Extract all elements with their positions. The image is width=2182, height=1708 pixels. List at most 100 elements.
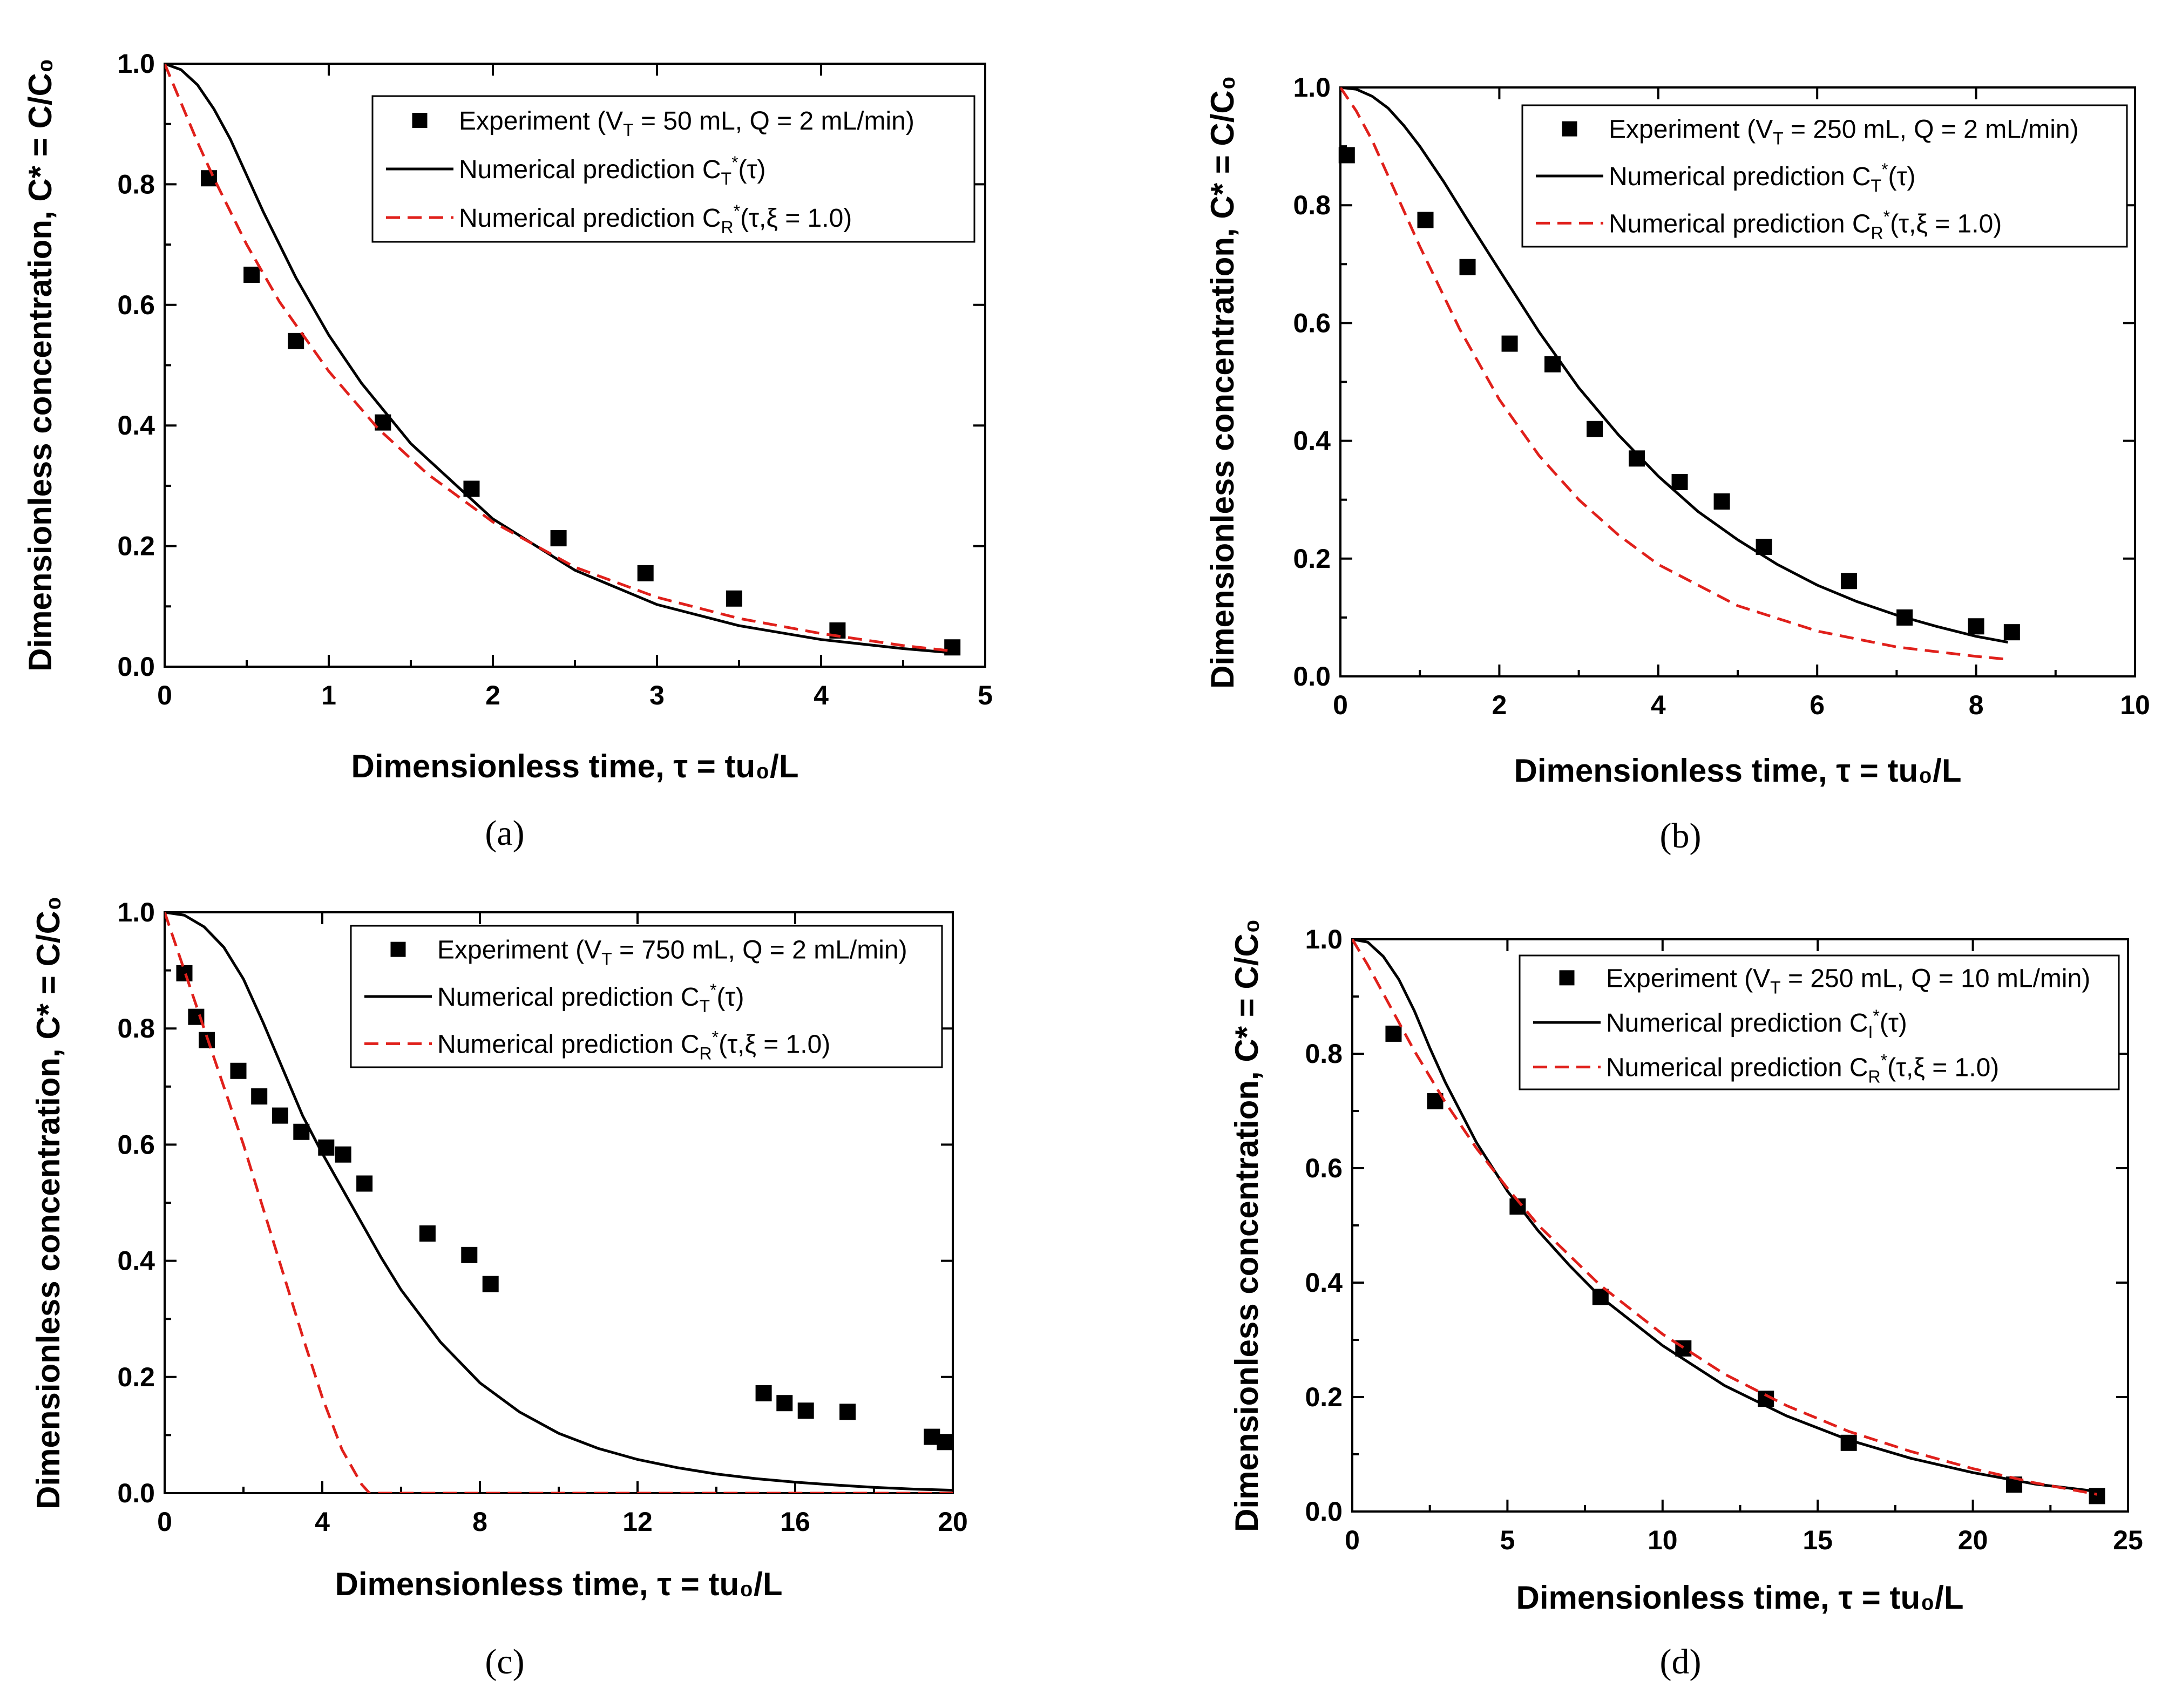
x-tick-label: 4 <box>814 680 829 710</box>
y-tick-label: 0.2 <box>117 1362 155 1392</box>
x-axis-title: Dimensionless time, τ = tu₀/L <box>335 1566 782 1602</box>
experiment-point <box>288 333 304 349</box>
y-tick-label: 1.0 <box>117 49 155 79</box>
y-tick-label: 1.0 <box>1293 72 1331 103</box>
y-tick-label: 0.0 <box>117 652 155 682</box>
experiment-point <box>461 1246 478 1263</box>
experiment-point <box>755 1385 772 1401</box>
panel-label: (b) <box>1660 816 1702 856</box>
prediction-cr-line <box>165 64 953 653</box>
panel-label: (c) <box>485 1642 524 1682</box>
prediction-cr-line <box>1352 939 2097 1496</box>
y-tick-label: 0.6 <box>1293 308 1331 338</box>
y-tick-label: 0.6 <box>1305 1153 1343 1183</box>
experiment-point <box>243 266 260 283</box>
x-tick-label: 5 <box>1500 1525 1515 1555</box>
x-tick-label: 6 <box>1810 690 1825 720</box>
legend-box <box>1519 954 2120 1090</box>
experiment-point <box>482 1276 499 1292</box>
legend-label: Experiment (VT = 750 mL, Q = 2 mL/min) <box>437 936 907 969</box>
legend: Experiment (VT = 750 mL, Q = 2 mL/min) Nu… <box>350 925 943 1068</box>
x-tick-label: 12 <box>622 1507 653 1537</box>
chart-panel-d: 0 5 10 15 20 25 0.0 0.2 0.4 0.6 0.8 1.0 Dimensionles… <box>1229 919 2143 1682</box>
x-tick-label: 10 <box>2120 690 2150 720</box>
prediction-ct-line <box>165 912 953 1492</box>
experiment-point <box>1338 147 1355 164</box>
experiment-point <box>201 170 218 187</box>
chart-panel-c: 0 4 8 12 16 20 0.0 0.2 0.4 0.6 0.8 1.0 Dimensionless… <box>30 896 968 1682</box>
legend-label: Experiment (VT = 250 mL, Q = 2 mL/min) <box>1609 116 2079 148</box>
legend: Experiment (VT = 250 mL, Q = 2 mL/min) Nu… <box>1521 104 2128 248</box>
x-tick-label: 1 <box>321 680 336 710</box>
x-tick-label: 8 <box>1969 690 1984 720</box>
legend-label: Numerical prediction CI*(τ) <box>1606 1006 1907 1042</box>
experiment-point <box>176 965 193 981</box>
prediction-cr-line <box>165 912 953 1493</box>
experiment-point <box>1587 421 1603 437</box>
legend-box <box>1521 104 2128 248</box>
legend-marker-experiment <box>390 941 406 957</box>
experiment-point <box>1713 493 1730 510</box>
experiment-point <box>726 590 742 607</box>
experiment-point <box>419 1225 436 1242</box>
y-axis-title: Dimensionless concentration, C* = C/C₀ <box>1229 919 1265 1532</box>
y-tick-label: 0.8 <box>117 1013 155 1043</box>
y-tick-label: 0.4 <box>1305 1268 1343 1298</box>
x-axis-title: Dimensionless time, τ = tu₀/L <box>1514 753 1961 789</box>
experiment-point <box>2003 624 2020 641</box>
x-tick-label: 20 <box>1958 1525 1988 1555</box>
y-tick-label: 0.2 <box>1305 1382 1343 1412</box>
legend-label: Numerical prediction CR*(τ,ξ = 1.0) <box>1606 1051 1999 1087</box>
x-tick-label: 20 <box>938 1507 968 1537</box>
x-tick-label: 2 <box>485 680 500 710</box>
y-tick-label: 0.2 <box>1293 544 1331 574</box>
y-tick-label: 0.8 <box>1305 1039 1343 1069</box>
prediction-ct-line <box>165 64 953 654</box>
x-tick-label: 3 <box>649 680 665 710</box>
experiment-point <box>335 1146 351 1163</box>
prediction-ct-line <box>1340 87 2008 644</box>
x-tick-label: 25 <box>2113 1525 2143 1555</box>
y-tick-label: 0.6 <box>117 290 155 320</box>
y-tick-label: 0.4 <box>117 410 155 440</box>
legend-label: Experiment (VT = 250 mL, Q = 10 mL/min) <box>1606 964 2090 997</box>
prediction-cr-line <box>1340 87 2008 661</box>
chart-panel-b: 0 2 4 6 8 10 0.0 0.2 0.4 0.6 0.8 1.0 Dimensionless t… <box>1204 72 2150 856</box>
y-tick-label: 0.4 <box>117 1246 155 1276</box>
y-tick-label: 0.0 <box>117 1478 155 1508</box>
experiment-point <box>550 530 567 547</box>
legend: Experiment (VT = 250 mL, Q = 10 mL/min) N… <box>1519 954 2120 1090</box>
experiment-point <box>937 1434 953 1451</box>
experiment-point <box>839 1404 856 1420</box>
experiment-point <box>1385 1025 1402 1042</box>
x-tick-label: 0 <box>1333 690 1348 720</box>
prediction-ct-line <box>1352 939 2097 1493</box>
experiment-point <box>1417 212 1434 228</box>
y-tick-label: 1.0 <box>1305 924 1343 954</box>
experiment-point <box>1459 259 1476 275</box>
x-tick-label: 4 <box>315 1507 330 1537</box>
experiment-point <box>230 1062 247 1079</box>
legend-label: Numerical prediction CT*(τ) <box>437 980 744 1016</box>
y-axis-title: Dimensionless concentration, C* = C/C₀ <box>22 58 58 672</box>
x-tick-label: 16 <box>780 1507 810 1537</box>
x-tick-label: 0 <box>157 680 172 710</box>
x-tick-label: 5 <box>978 680 993 710</box>
experiment-point <box>1501 335 1518 352</box>
chart-panel-a: 0 1 2 3 4 5 0.0 0.2 0.4 0.6 0.8 1.0 Dimensionless ti… <box>22 49 993 853</box>
x-tick-label: 10 <box>1648 1525 1678 1555</box>
y-axis-title: Dimensionless concentration, C* = C/C₀ <box>1204 76 1241 689</box>
legend-box <box>350 925 943 1068</box>
x-tick-label: 8 <box>472 1507 487 1537</box>
y-tick-label: 0.0 <box>1305 1496 1343 1527</box>
experiment-point <box>272 1107 288 1124</box>
x-tick-label: 0 <box>1345 1525 1360 1555</box>
legend: Experiment (VT = 50 mL, Q = 2 mL/min) Num… <box>371 95 975 243</box>
legend-label: Numerical prediction CT*(τ) <box>1609 160 1915 195</box>
experiment-point <box>776 1395 793 1412</box>
legend-marker-experiment <box>1559 970 1575 986</box>
panel-label: (a) <box>485 814 524 853</box>
x-tick-label: 4 <box>1651 690 1666 720</box>
x-tick-label: 0 <box>157 1507 172 1537</box>
